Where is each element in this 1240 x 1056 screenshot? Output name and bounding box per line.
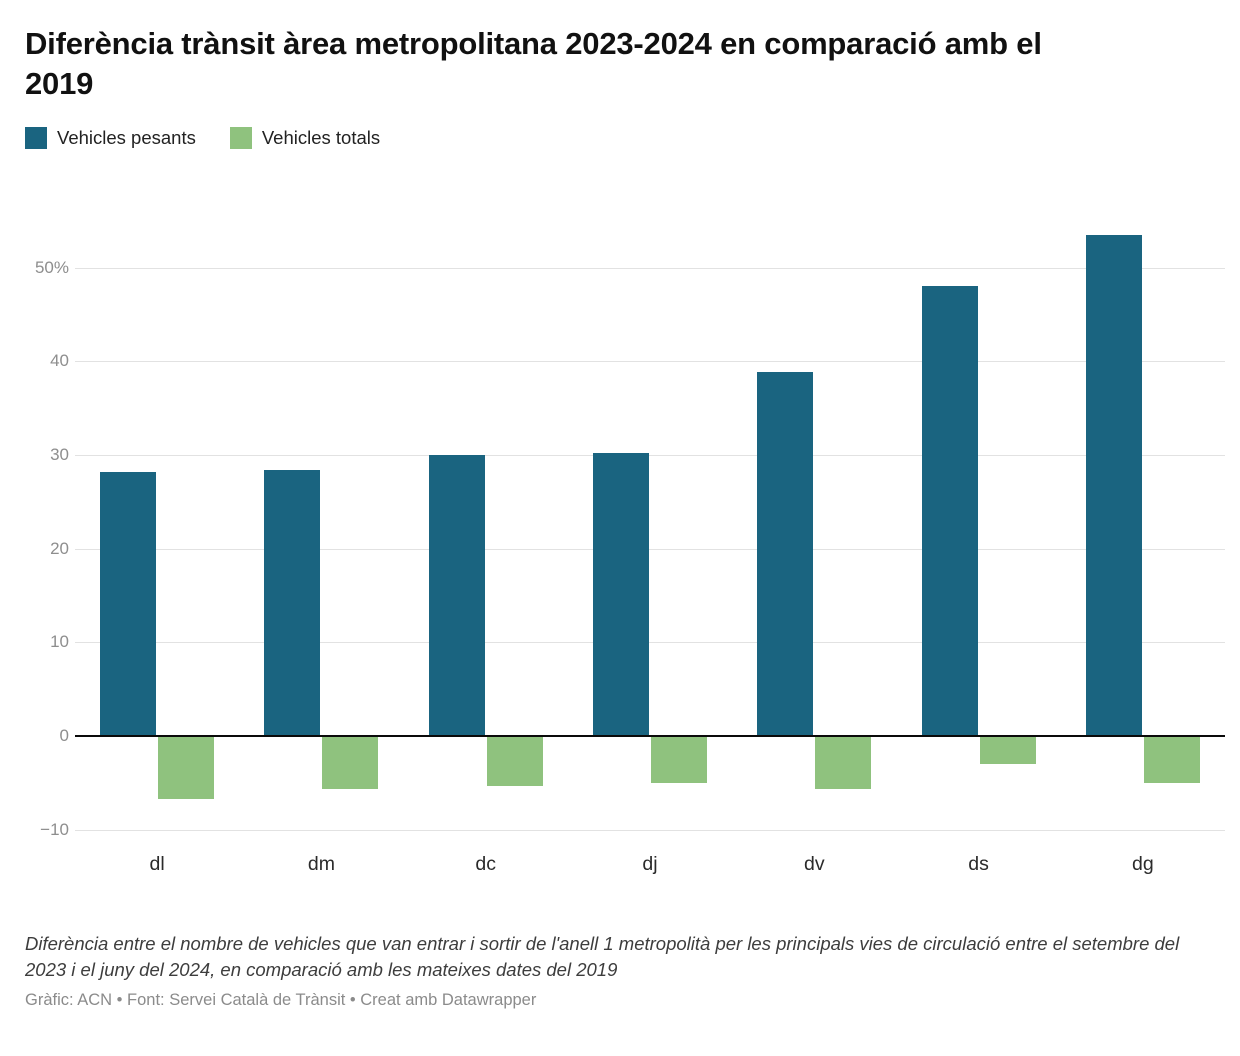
y-tick-label: 10 (50, 632, 69, 652)
y-tick-label: 0 (59, 726, 69, 746)
legend-label-vehicles-totals: Vehicles totals (261, 127, 381, 149)
x-tick-label-dv: dv (803, 853, 825, 876)
bar-vehicles-pesants-dm (264, 469, 321, 737)
zero-baseline (75, 735, 1225, 738)
bar-vehicles-totals-dl (158, 736, 215, 799)
bar-vehicles-pesants-dc (428, 454, 485, 737)
legend-item-vehicles-pesants: Vehicles pesants (25, 127, 196, 150)
bar-vehicles-totals-dj (651, 736, 707, 783)
chart-credit: Gràfic: ACN • Font: Servei Català de Trà… (25, 991, 537, 1010)
gridline (75, 454, 1225, 456)
bar-vehicles-pesants-dl (100, 471, 157, 737)
legend-swatch-vehicles-totals (229, 127, 252, 150)
x-tick-label-dm: dm (307, 853, 335, 876)
gridline (75, 642, 1225, 644)
legend-swatch-vehicles-pesants (25, 127, 47, 150)
gridline (75, 548, 1225, 550)
y-tick-label: 50% (34, 257, 69, 277)
x-tick-label-dg: dg (1131, 853, 1154, 876)
x-tick-label-dl: dl (149, 853, 165, 876)
plot-area: 50% 40 30 20 10 0 −10 dl dm dc dj dv ds dg (35, 225, 1225, 875)
legend-item-vehicles-totals: Vehicles totals (229, 127, 381, 150)
bar-vehicles-pesants-ds (921, 286, 978, 737)
chart-title: Diferència trànsit àrea metropolitana 20… (25, 26, 1042, 101)
chart-notes: Diferència entre el nombre de vehicles q… (25, 933, 1180, 980)
y-tick-label: 20 (50, 538, 69, 558)
bar-vehicles-totals-dv (815, 736, 872, 789)
bar-vehicles-totals-dg (1143, 736, 1200, 783)
y-tick-label: −10 (40, 819, 69, 839)
y-tick-label: 30 (50, 444, 69, 464)
bar-vehicles-totals-dc (486, 736, 543, 786)
y-tick-label: 40 (50, 351, 69, 371)
gridline (75, 361, 1225, 363)
bar-vehicles-totals-dm (322, 736, 379, 789)
x-tick-label-dj: dj (642, 853, 658, 876)
chart: 50% 40 30 20 10 0 −10 dl dm dc dj dv ds dg (25, 225, 1225, 889)
gridline (75, 267, 1225, 269)
legend-label-vehicles-pesants: Vehicles pesants (57, 127, 196, 149)
gridline (75, 829, 1225, 831)
legend: Vehicles pesants Vehicles totals (25, 127, 1225, 150)
bar-vehicles-pesants-dg (1085, 234, 1142, 737)
x-tick-label-ds: ds (968, 853, 989, 876)
bar-vehicles-pesants-dv (757, 372, 814, 737)
bar-vehicles-pesants-dj (593, 453, 649, 737)
bar-vehicles-totals-ds (979, 736, 1036, 765)
x-tick-label-dc: dc (475, 853, 496, 876)
